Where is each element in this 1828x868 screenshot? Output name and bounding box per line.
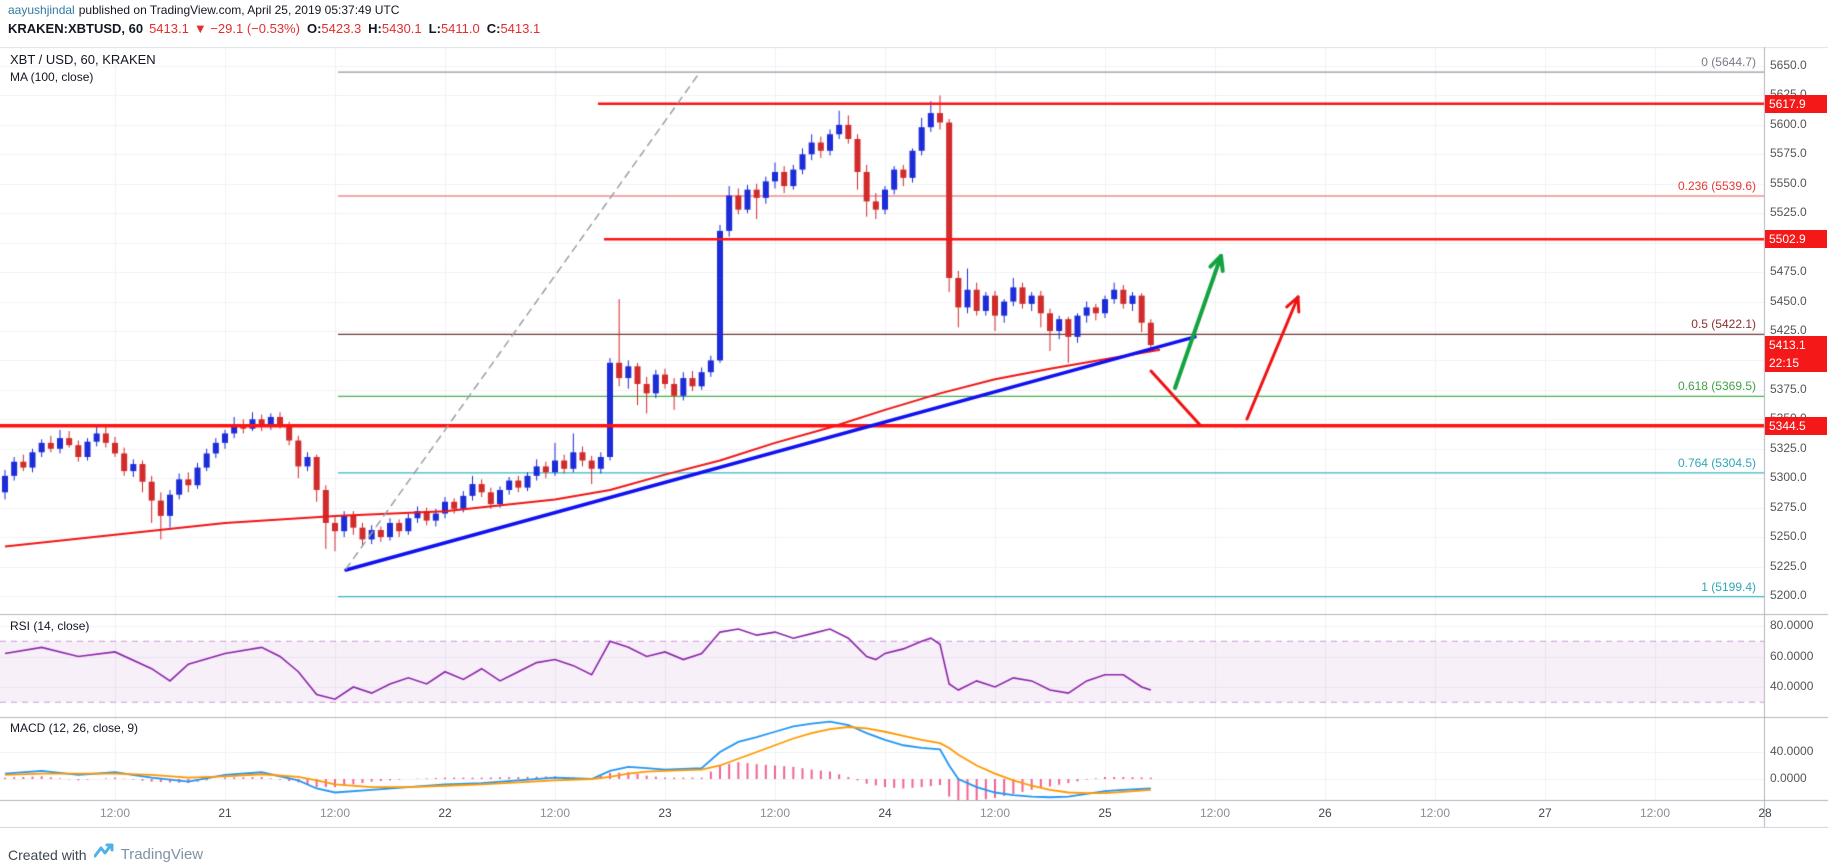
macd-axis-label: 0.0000 (1770, 771, 1807, 785)
open-value: 5423.3 (321, 21, 362, 36)
created-with-text: Created with (8, 846, 87, 863)
time-tick-label: 12:00 (1419, 806, 1451, 820)
time-tick-label: 23 (658, 806, 672, 820)
macd-pane-legend: MACD (12, 26, close, 9) (10, 721, 139, 735)
price-tick-label: 5275.0 (1770, 499, 1807, 514)
time-tick-label: 12:00 (99, 806, 131, 820)
time-tick-label: 12:00 (539, 806, 571, 820)
price-axis-badge: 5502.9 (1765, 230, 1827, 249)
symbol-title: KRAKEN:XBTUSD, 60 (8, 21, 144, 36)
price-tick-label: 5450.0 (1770, 293, 1807, 308)
time-tick-label: 12:00 (1639, 806, 1671, 820)
time-tick-label: 24 (878, 806, 892, 820)
price-tick-label: 5525.0 (1770, 205, 1807, 220)
price-tick-label: 5375.0 (1770, 381, 1807, 396)
rsi-axis-label: 60.0000 (1770, 648, 1814, 663)
time-tick-label: 12:00 (979, 806, 1011, 820)
time-tick-label: 25 (1098, 806, 1112, 820)
tradingview-logo-icon (93, 843, 114, 866)
price-axis-badge: 5344.5 (1765, 416, 1827, 435)
price-tick-label: 5425.0 (1770, 322, 1807, 337)
low-label: L: (428, 21, 441, 36)
price-axis-badge: 5413.1 (1765, 335, 1827, 354)
price-tick-label: 5550.0 (1770, 175, 1807, 190)
rsi-pane-legend: RSI (14, close) (10, 619, 90, 633)
price-tick-label: 5250.0 (1770, 529, 1807, 544)
ma-study-legend: MA (100, close) (10, 70, 94, 84)
header: aayushjindal published on TradingView.com… (0, 0, 1828, 47)
price-axis-badge: 22:15 (1765, 353, 1827, 372)
price-tick-label: 5200.0 (1770, 587, 1807, 602)
price-tick-label: 5575.0 (1770, 146, 1807, 161)
time-tick-label: 21 (218, 806, 232, 820)
time-tick-label: 27 (1538, 806, 1552, 820)
high-label: H: (368, 21, 382, 36)
last-price: 5413.1 (149, 21, 189, 36)
price-tick-label: 5600.0 (1770, 116, 1807, 131)
time-tick-label: 12:00 (1199, 806, 1231, 820)
price-tick-label: 5325.0 (1770, 440, 1807, 455)
time-tick-label: 28 (1758, 806, 1772, 820)
price-tick-label: 5300.0 (1770, 470, 1807, 485)
symbol-ohlc-line: KRAKEN:XBTUSD, 60 5413.1 ▼ −29.1 (−0.53%) O… (8, 21, 540, 36)
time-tick-label: 12:00 (759, 806, 791, 820)
time-tick-label: 12:00 (319, 806, 351, 820)
time-axis[interactable]: 12:00 21 12:00 22 12:00 23 12:00 24 12:00 25 12:00… (0, 800, 1772, 828)
tradingview-brand-link[interactable]: TradingView (120, 846, 204, 863)
price-axis-badge: 5617.9 (1765, 94, 1827, 113)
chart-canvas[interactable] (0, 47, 1828, 828)
rsi-axis-label: 80.0000 (1770, 618, 1814, 632)
author-link[interactable]: aayushjindal (8, 3, 75, 17)
close-value: 5413.1 (500, 21, 541, 36)
price-tick-label: 5475.0 (1770, 264, 1807, 279)
main-pane-legend: XBT / USD, 60, KRAKEN (10, 52, 156, 67)
price-change: ▼ −29.1 (−0.53%) (193, 21, 300, 36)
macd-axis-label: 40.0000 (1770, 744, 1814, 758)
published-text: published on TradingView.com, April 25, … (78, 3, 400, 17)
close-label: C: (486, 21, 501, 36)
low-value: 5411.0 (440, 21, 480, 36)
price-axis[interactable]: 5650.05625.05600.05575.05550.05525.05500… (1764, 47, 1828, 828)
footer: Created with TradingView (8, 843, 203, 866)
price-tick-label: 5650.0 (1770, 57, 1807, 72)
high-value: 5430.1 (381, 21, 422, 36)
time-tick-label: 26 (1318, 806, 1332, 820)
attribution-line: aayushjindal published on TradingView.com… (8, 3, 399, 17)
rsi-axis-label: 40.0000 (1770, 679, 1814, 693)
time-tick-label: 22 (438, 806, 452, 820)
open-label: O: (306, 21, 322, 36)
price-tick-label: 5225.0 (1770, 558, 1807, 573)
